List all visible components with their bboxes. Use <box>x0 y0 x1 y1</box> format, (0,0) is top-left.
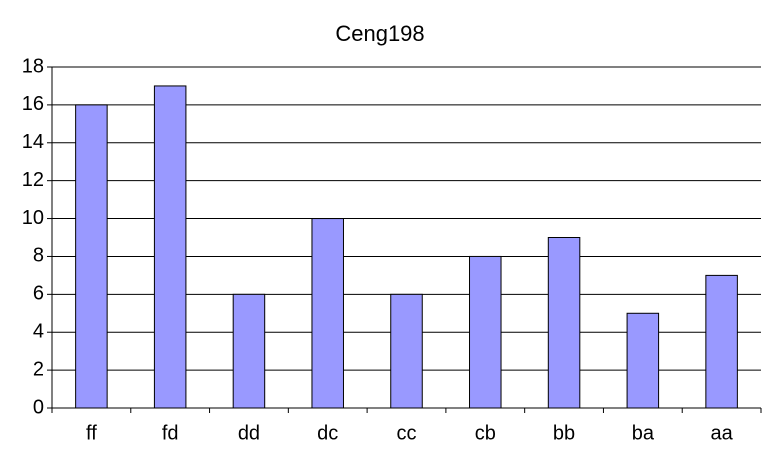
y-tick-label: 4 <box>33 321 44 343</box>
x-tick-label: ff <box>86 422 97 444</box>
bar <box>311 218 344 409</box>
y-tick-label: 0 <box>33 396 44 418</box>
bar <box>153 85 187 409</box>
bar <box>469 255 502 409</box>
y-tick-label: 14 <box>22 131 44 153</box>
x-tick-label: ba <box>632 422 655 444</box>
x-tick-label: bb <box>553 422 575 444</box>
y-tick-label: 16 <box>22 93 44 115</box>
y-tick-label: 12 <box>22 169 44 191</box>
y-tick-label: 2 <box>33 358 44 380</box>
x-tick-label: fd <box>162 422 179 444</box>
x-tick-label: aa <box>710 422 733 444</box>
chart-title: Ceng198 <box>335 21 424 46</box>
bar <box>705 274 738 409</box>
x-tick-label: cb <box>475 422 496 444</box>
bar <box>390 293 423 409</box>
x-tick-label: dc <box>317 422 338 444</box>
y-tick-label: 10 <box>22 207 44 229</box>
bar <box>232 293 266 409</box>
x-tick-label: cc <box>397 422 417 444</box>
y-tick-label: 6 <box>33 283 44 305</box>
bar <box>547 237 581 409</box>
bar <box>626 312 660 409</box>
bar <box>75 104 108 409</box>
x-tick-label: dd <box>238 422 260 444</box>
y-tick-label: 8 <box>33 245 44 267</box>
y-tick-label: 18 <box>22 55 44 77</box>
